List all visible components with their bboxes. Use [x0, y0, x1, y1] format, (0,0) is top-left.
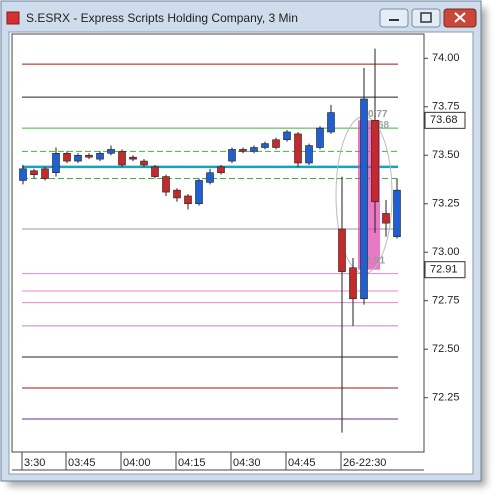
- maximize-button[interactable]: [411, 8, 441, 28]
- candle-body: [63, 153, 71, 162]
- maximize-icon: [420, 12, 432, 23]
- candle-body: [316, 127, 324, 148]
- x-tick-label: 04:30: [233, 457, 261, 469]
- x-tick-label: 26-22:30: [343, 457, 386, 469]
- x-tick-label: 04:00: [123, 457, 151, 469]
- candle-body: [162, 176, 170, 193]
- y-tick-label: 73.00: [432, 246, 460, 258]
- candle-body: [217, 166, 225, 174]
- y-tick-label: 72.50: [432, 343, 460, 355]
- plot-border: [11, 33, 425, 453]
- close-icon: [454, 12, 466, 23]
- candle-body: [195, 180, 203, 205]
- candle-body: [74, 154, 82, 162]
- price-marker-label: 72.91: [430, 264, 458, 276]
- price-marker-label: 73.68: [430, 114, 458, 126]
- candle-body: [96, 153, 104, 160]
- candle-body: [129, 156, 137, 160]
- candle-body: [239, 149, 247, 152]
- candle-body: [118, 151, 126, 166]
- candle-body: [261, 143, 269, 148]
- y-tick-label: 74.00: [432, 52, 460, 64]
- candle-body: [206, 172, 214, 183]
- x-tick-label: 3:30: [24, 457, 45, 469]
- chart-area: [8, 31, 474, 475]
- minimize-button[interactable]: [379, 8, 409, 28]
- y-tick-label: 72.75: [432, 295, 460, 307]
- range-low-label: 72.91: [360, 255, 385, 266]
- price-marker-box: [424, 261, 466, 279]
- candle-body: [151, 166, 159, 177]
- candle-body: [338, 228, 346, 272]
- candle-body: [272, 139, 280, 148]
- minimize-icon: [389, 19, 399, 21]
- candle-body: [294, 133, 302, 164]
- candle-body: [184, 195, 192, 205]
- candle-body: [30, 170, 38, 175]
- candle-body: [250, 147, 258, 152]
- candle-body: [305, 145, 313, 164]
- candle-body: [52, 153, 60, 174]
- candle-body: [283, 131, 291, 141]
- window-title: S.ESRX - Express Scripts Holding Company…: [26, 11, 298, 25]
- candle-body: [349, 267, 357, 300]
- y-tick-label: 73.75: [432, 101, 460, 113]
- x-tick-label: 03:45: [68, 457, 96, 469]
- candle-body: [393, 189, 401, 238]
- candle-body: [19, 168, 27, 181]
- candle-body: [382, 213, 390, 224]
- candle-body: [173, 189, 181, 199]
- y-tick-label: 72.25: [432, 392, 460, 404]
- candle-body: [371, 120, 379, 203]
- candle-body: [327, 112, 335, 133]
- price-marker-box: [424, 111, 466, 129]
- y-tick-label: 73.25: [432, 198, 460, 210]
- candle-body: [140, 160, 148, 166]
- y-tick-label: 73.50: [432, 149, 460, 161]
- app-icon: [6, 11, 20, 25]
- candle-body: [228, 149, 236, 162]
- x-tick-label: 04:45: [288, 457, 316, 469]
- candle-body: [41, 168, 49, 179]
- candle-body: [107, 149, 115, 154]
- range-label: 0.77: [368, 109, 388, 120]
- candle-body: [360, 98, 368, 300]
- candle-body: [85, 154, 93, 158]
- x-tick-label: 04:15: [178, 457, 206, 469]
